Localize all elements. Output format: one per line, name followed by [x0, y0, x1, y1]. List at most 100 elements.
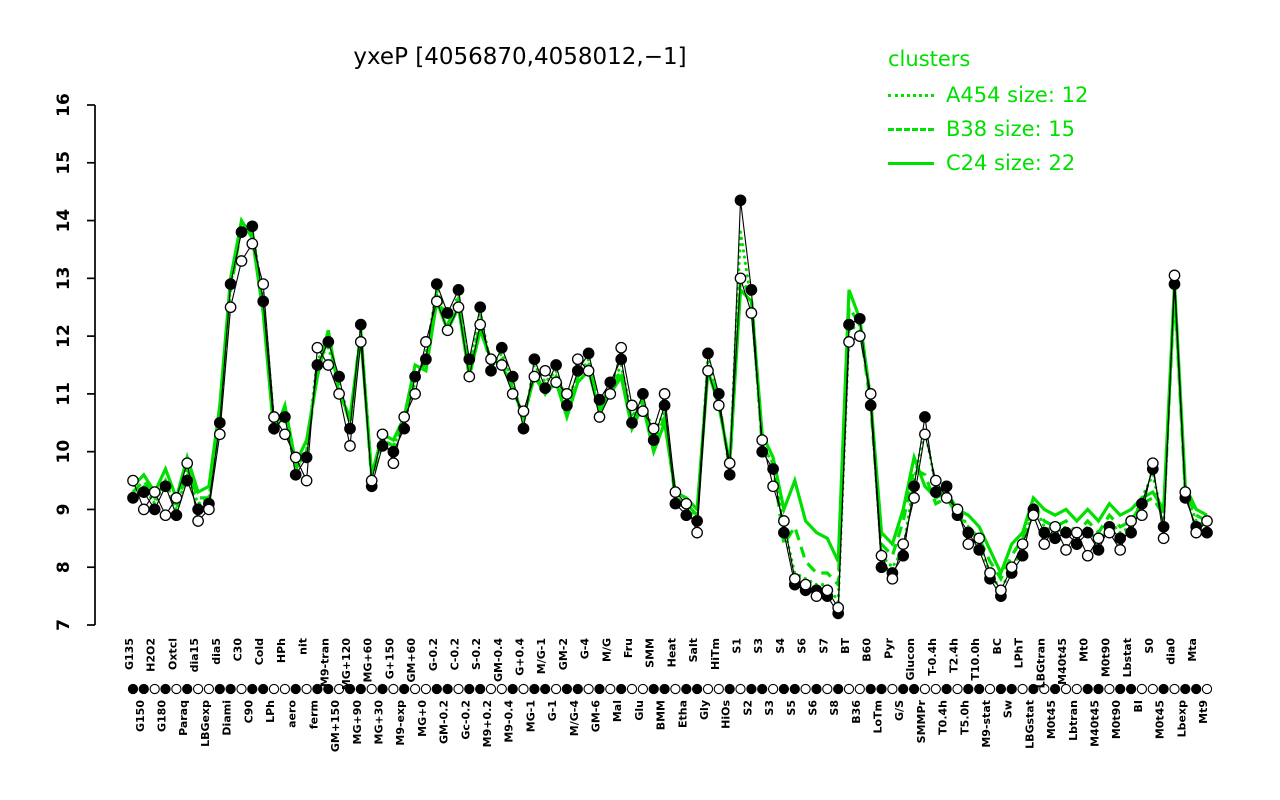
data-point-probe-open [669, 486, 682, 498]
data-point-probe-open [430, 295, 443, 308]
data-point-probe-open [213, 428, 226, 441]
data-point-probe-open [1038, 538, 1051, 550]
data-point-probe-filled [734, 194, 747, 207]
strip-dot [160, 683, 171, 695]
data-point-probe-filled [723, 468, 736, 481]
strip-dot [952, 683, 963, 695]
strip-dot [1082, 683, 1093, 695]
data-point-probe-open [268, 411, 280, 423]
data-point-probe-filled [463, 353, 476, 366]
strip-dot [420, 683, 432, 695]
data-point-probe-open [441, 324, 454, 337]
x-category-label: BT [839, 638, 852, 654]
strip-dot [507, 683, 518, 695]
condition-strip [127, 683, 1213, 695]
y-tick-label: 14 [54, 209, 74, 233]
y-tick-label: 7 [54, 619, 74, 631]
strip-dot [366, 683, 377, 695]
data-point-probe-open [387, 457, 400, 470]
data-point-probe-filled [192, 503, 204, 516]
strip-dot [127, 683, 139, 695]
data-point-probe-open [1190, 526, 1203, 539]
x-category-label: S8 [828, 700, 841, 716]
data-point-probe-filled [1092, 544, 1105, 556]
y-axis: 7 8 9 10 11 12 13 14 15 16 [54, 93, 96, 631]
data-point-probe-open [148, 486, 161, 498]
strip-dot [919, 683, 931, 695]
data-point-probe-open [550, 376, 562, 389]
strip-dot [876, 683, 887, 695]
data-point-probe-filled [148, 503, 161, 516]
x-category-label: LBGexp [199, 700, 212, 747]
data-point-probe-open [398, 411, 411, 423]
x-category-label: G-4 [579, 638, 592, 660]
x-category-label: dia5 [210, 638, 223, 665]
data-point-probe-open [571, 353, 584, 366]
strip-dot [1060, 683, 1072, 695]
data-point-probe-open [159, 509, 172, 522]
data-point-probe-filled [1114, 532, 1127, 545]
strip-dot [323, 683, 334, 695]
x-category-label: G+150 [383, 638, 396, 680]
data-point-probe-open [539, 364, 552, 377]
x-category-label: LBGstat [1023, 700, 1036, 749]
legend-line-sample-dotted [888, 93, 934, 97]
x-category-label: Gc-0.2 [459, 700, 472, 740]
strip-dot [691, 683, 703, 695]
data-point-probe-open [962, 538, 975, 550]
data-point-probe-open [311, 341, 324, 354]
x-category-label: Mta [1186, 638, 1199, 662]
data-point-probe-open [181, 457, 194, 470]
strip-dot [377, 683, 388, 695]
data-point-probe-open [409, 388, 421, 400]
x-category-label: M9-stat [980, 700, 993, 748]
data-point-probe-filled [1125, 526, 1137, 539]
x-category-label: BC [991, 638, 1004, 654]
strip-dot [735, 683, 746, 695]
strip-dot [702, 683, 714, 695]
x-category-label: M/G [600, 638, 613, 662]
data-point-probe-open [929, 474, 942, 487]
x-category-label: Etha [676, 700, 689, 728]
chart-title: yxeP [4056870,4058012,−1] [353, 44, 687, 70]
probe-profiles [127, 194, 1213, 620]
strip-dot [1169, 683, 1180, 695]
x-category-label: dia0 [1165, 638, 1178, 665]
x-category-label: T10.0h [969, 638, 982, 680]
strip-dot [637, 683, 649, 695]
x-category-label: MG+30 [373, 700, 386, 745]
data-point-probe-open [788, 572, 801, 585]
x-category-label: M0t90 [1099, 638, 1112, 678]
data-point-probe-open [1092, 532, 1105, 545]
strip-dot [333, 683, 345, 695]
strip-dot [550, 683, 562, 695]
strip-dot [442, 683, 453, 695]
data-point-probe-filled [181, 474, 194, 487]
x-category-label: nit [297, 638, 310, 655]
strip-dot [1136, 683, 1148, 695]
data-point-probe-open [582, 364, 595, 377]
data-point-probe-filled [344, 422, 356, 435]
data-point-probe-filled [279, 411, 291, 423]
data-point-probe-filled [333, 370, 345, 383]
strip-dot [268, 683, 280, 695]
strip-dot [431, 683, 442, 695]
x-category-label: G180 [156, 700, 169, 732]
strip-dot [778, 683, 790, 695]
data-point-probe-open [528, 370, 541, 383]
strip-dot [908, 683, 920, 695]
x-category-label: S-0.2 [470, 638, 483, 670]
strip-dot [301, 683, 312, 695]
legend-entry-B38: B38 size: 15 [888, 114, 1088, 144]
strip-dot [149, 683, 160, 695]
probe-line-probe-open [132, 242, 1208, 610]
data-point-probe-open [940, 492, 953, 504]
x-category-label: G-0.2 [427, 638, 440, 671]
data-point-probe-filled [159, 480, 172, 493]
strip-dot [355, 683, 366, 695]
x-category-label: Fru [622, 638, 635, 658]
strip-dot [1147, 683, 1158, 695]
strip-dot [941, 683, 952, 695]
x-category-label: BI [1132, 700, 1145, 712]
